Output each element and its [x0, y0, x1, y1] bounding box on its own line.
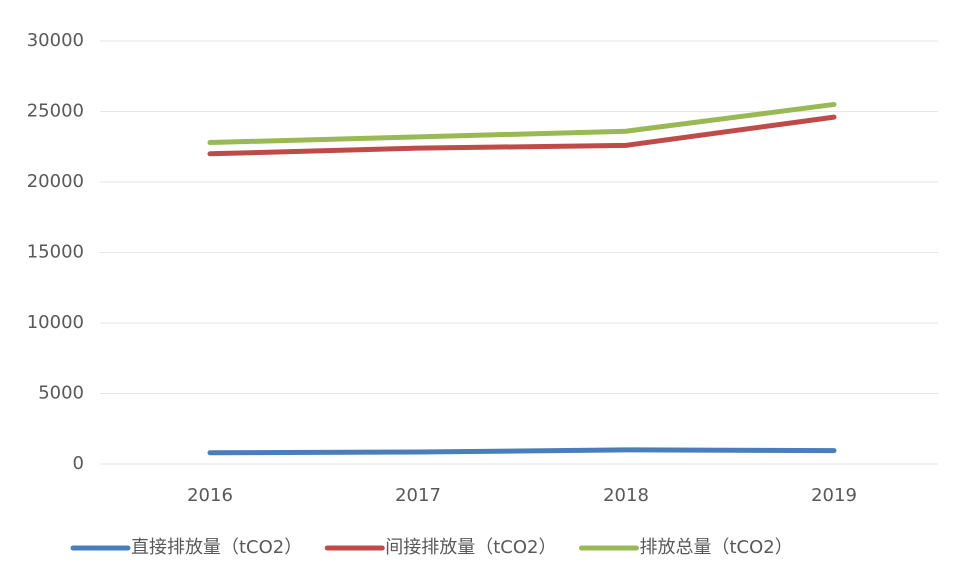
y-tick-label: 15000: [27, 242, 84, 263]
x-tick-label: 2019: [811, 485, 857, 506]
y-tick-label: 0: [73, 453, 84, 474]
y-tick-label: 20000: [27, 171, 84, 192]
legend-label: 直接排放量（tCO2）: [131, 537, 302, 558]
y-tick-label: 10000: [27, 312, 84, 333]
y-tick-label: 5000: [38, 383, 84, 404]
legend-label: 间接排放量（tCO2）: [385, 537, 556, 558]
y-tick-label: 25000: [27, 101, 84, 122]
y-tick-label: 30000: [27, 30, 84, 51]
x-tick-label: 2017: [395, 485, 441, 506]
legend-label: 排放总量（tCO2）: [640, 537, 793, 558]
series-line: [207, 447, 837, 456]
x-tick-label: 2016: [187, 485, 233, 506]
series-line: [207, 114, 837, 157]
x-tick-label: 2018: [603, 485, 649, 506]
series-line: [207, 101, 837, 146]
